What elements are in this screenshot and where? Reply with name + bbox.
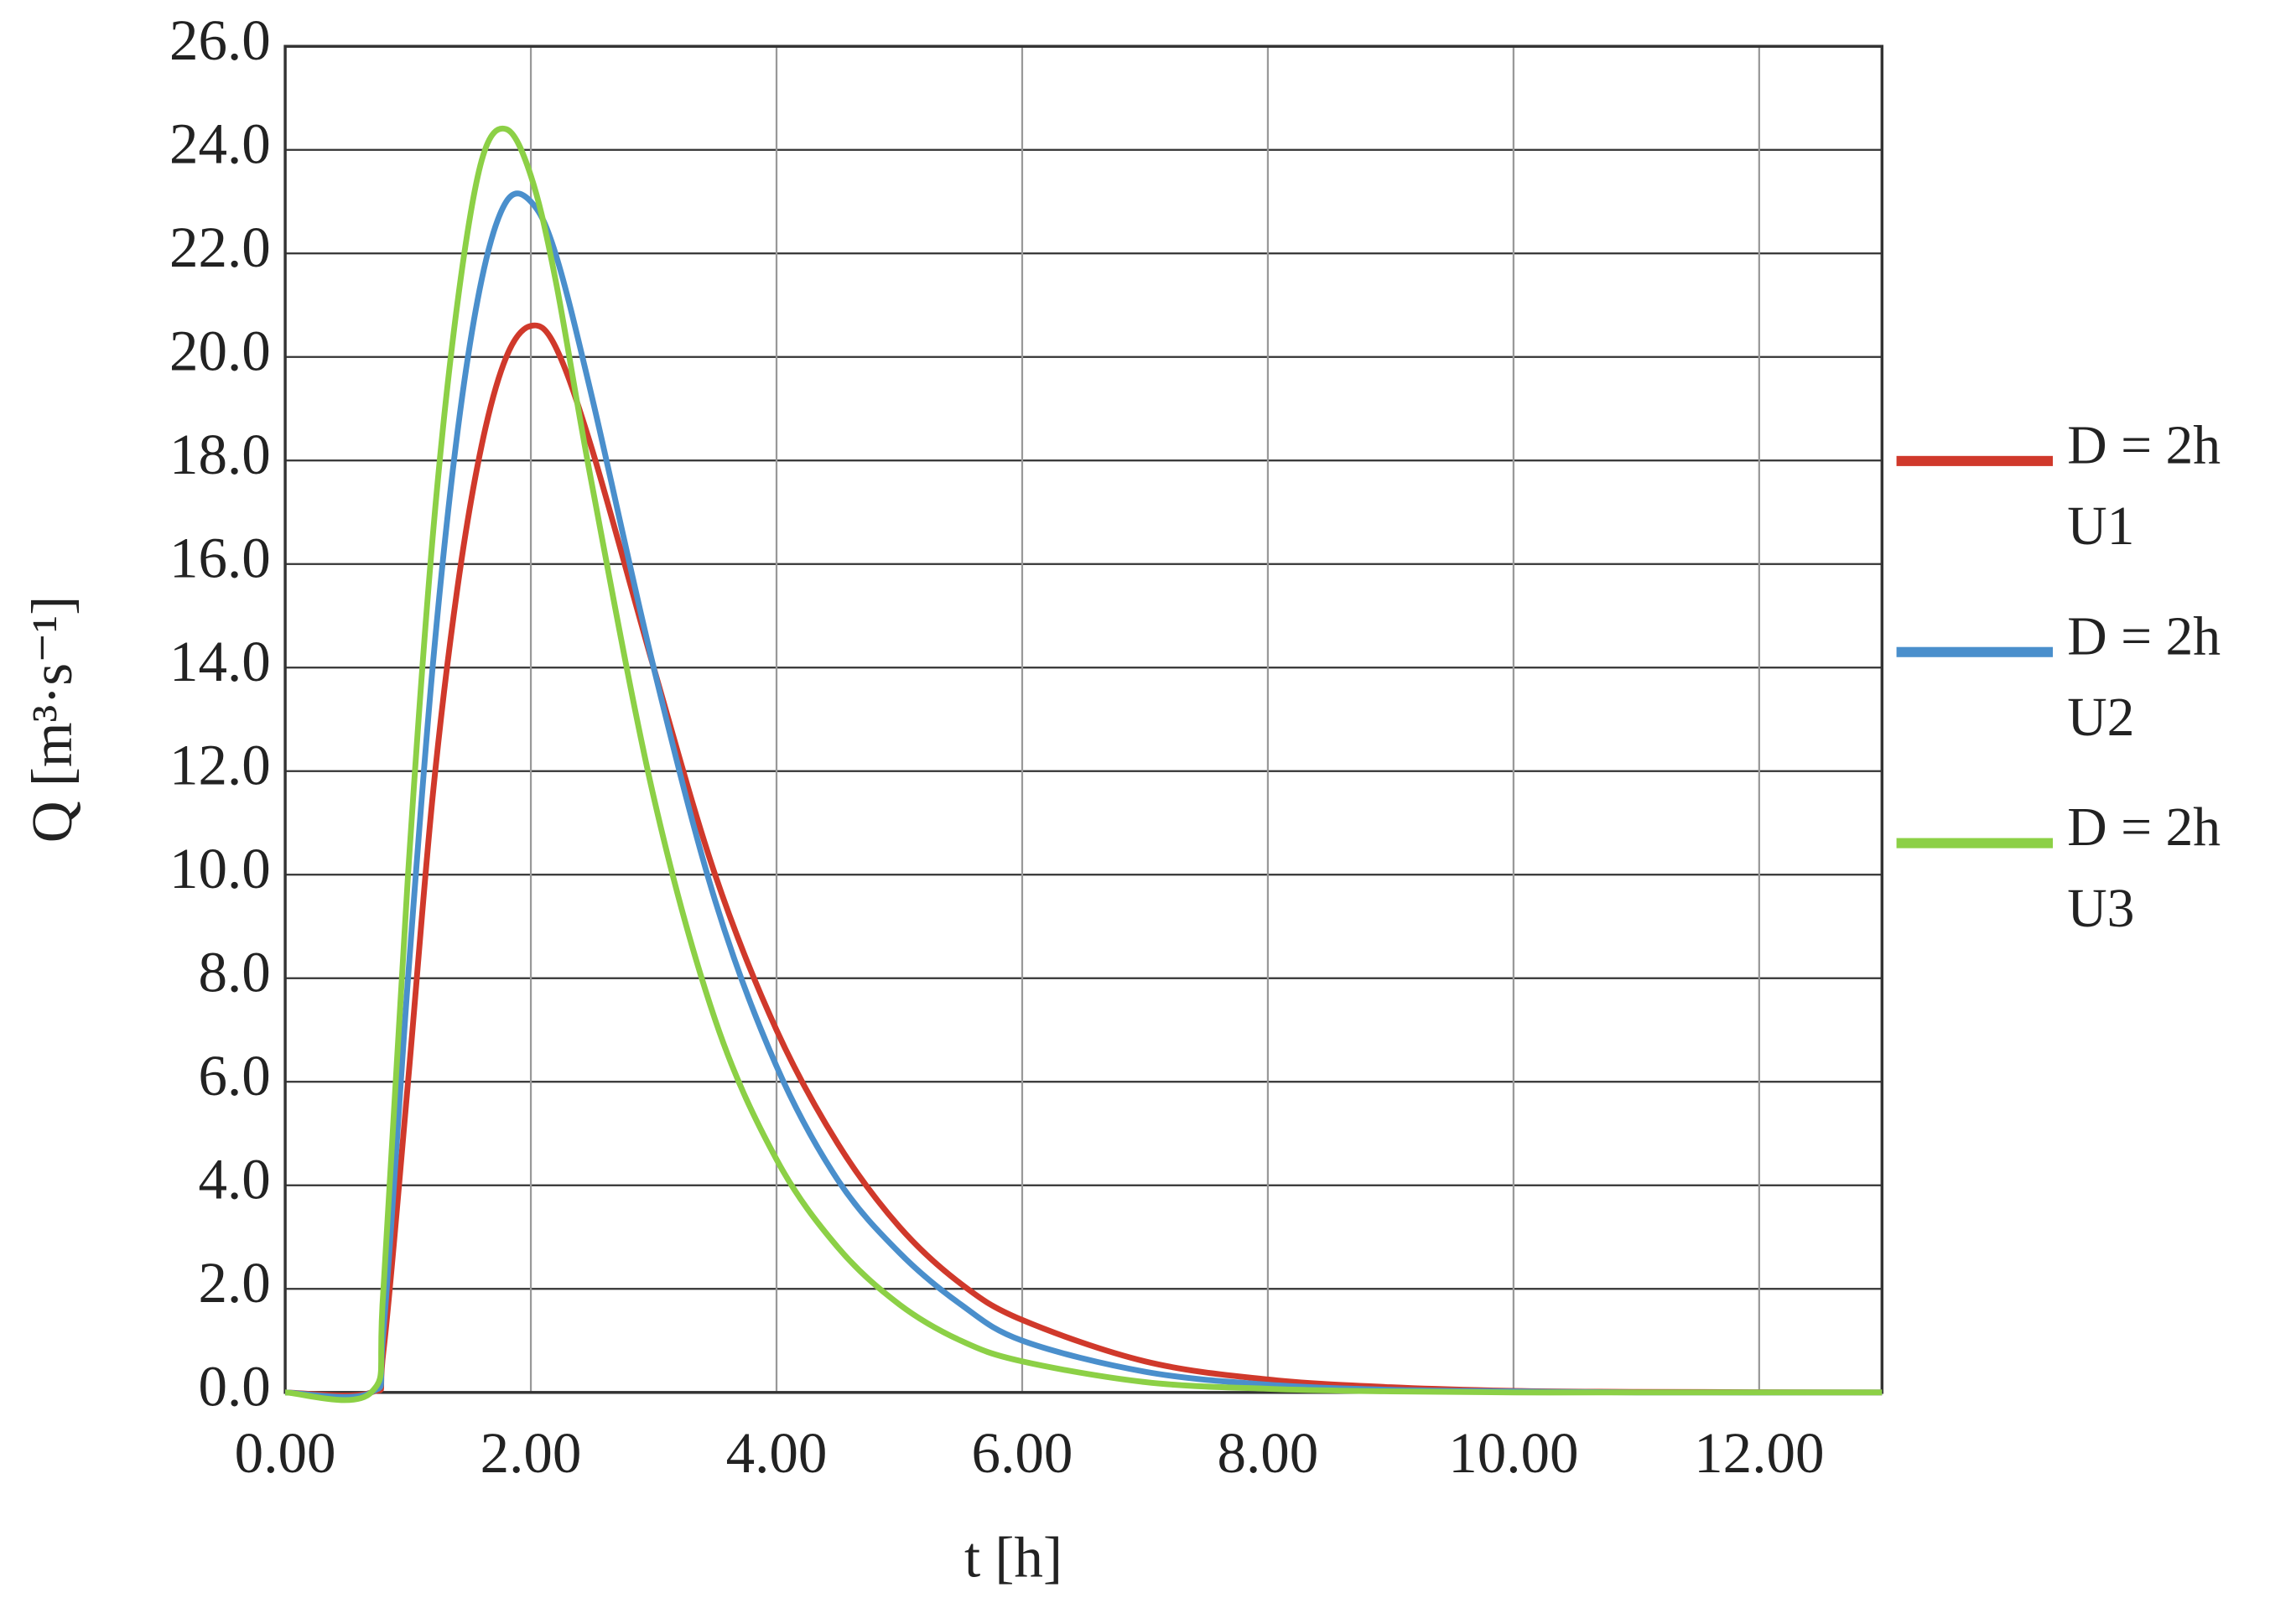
plot-frame <box>283 44 1884 1394</box>
legend-label: D = 2h U1 <box>2067 415 2221 558</box>
line-series <box>284 125 1883 1403</box>
legend-item: D = 2h U3 <box>1896 787 2256 978</box>
y-tick-label: 4.0 <box>199 1147 271 1212</box>
y-tick-label: 24.0 <box>169 112 271 176</box>
x-tick-label: 12.00 <box>1694 1420 1824 1485</box>
line-series <box>284 190 1883 1400</box>
y-tick-label: 20.0 <box>169 319 271 383</box>
legend-swatch <box>1896 455 2054 466</box>
y-tick-label: 22.0 <box>169 215 271 279</box>
y-tick-label: 16.0 <box>169 526 271 590</box>
x-tick-label: 0.00 <box>235 1420 336 1485</box>
y-tick-label: 8.0 <box>199 940 271 1004</box>
x-tick-label: 4.00 <box>726 1420 828 1485</box>
legend-item: D = 2h U2 <box>1896 596 2256 787</box>
legend-item: D = 2h U1 <box>1896 405 2256 596</box>
y-tick-label: 26.0 <box>169 8 271 72</box>
x-tick-label: 2.00 <box>480 1420 582 1485</box>
y-tick-label: 18.0 <box>169 422 271 486</box>
legend-label: D = 2h U3 <box>2067 797 2221 940</box>
y-tick-label: 14.0 <box>169 629 271 693</box>
legend: D = 2h U1 D = 2h U2 D = 2h U3 <box>1896 405 2256 978</box>
grid <box>283 45 1883 1393</box>
x-tick-label: 8.00 <box>1218 1420 1319 1485</box>
y-tick-label: 6.0 <box>199 1043 271 1108</box>
y-axis-label: Q [m³·s⁻¹] <box>19 596 84 843</box>
x-axis-label: t [h] <box>964 1524 1062 1589</box>
line-series <box>285 322 1883 1398</box>
x-tick-label: 6.00 <box>972 1420 1073 1485</box>
legend-swatch <box>1896 838 2054 848</box>
y-tick-label: 2.0 <box>199 1250 271 1315</box>
x-tick-label: 10.00 <box>1448 1420 1578 1485</box>
legend-label: D = 2h U2 <box>2067 606 2221 749</box>
y-tick-label: 10.0 <box>169 836 271 900</box>
legend-swatch <box>1896 646 2054 657</box>
y-tick-label: 0.0 <box>199 1354 271 1419</box>
y-tick-label: 12.0 <box>169 733 271 797</box>
